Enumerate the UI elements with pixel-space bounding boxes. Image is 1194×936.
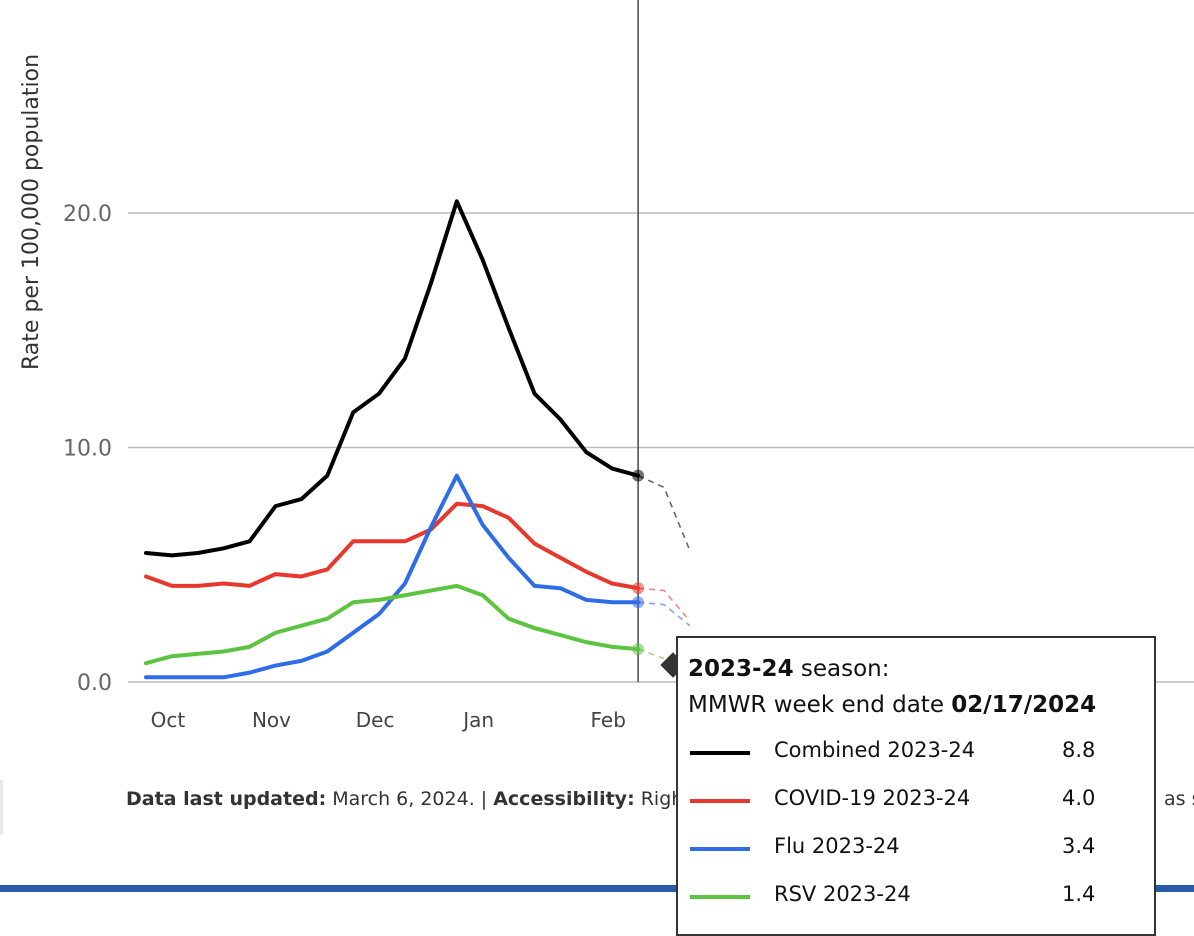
- footer-text: Data last updated: March 6, 2024. | Acce…: [126, 788, 683, 810]
- tooltip-subtitle: MMWR week end date 02/17/2024: [688, 692, 1096, 718]
- series-line: [144, 199, 641, 558]
- x-tick-label: Oct: [151, 708, 186, 732]
- tooltip-row: Flu 2023-24 3.4: [688, 834, 1148, 864]
- updated-label: Data last updated:: [126, 788, 327, 810]
- tooltip-series-name: Combined 2023-24: [774, 738, 976, 762]
- accessibility-label: Accessibility:: [493, 788, 635, 810]
- y-axis-label: Rate per 100,000 population: [19, 54, 44, 370]
- hover-point: [632, 469, 645, 482]
- series-line: [144, 501, 641, 591]
- series-projection: [638, 587, 691, 622]
- updated-value: March 6, 2024. |: [326, 788, 494, 810]
- hover-point: [632, 582, 645, 595]
- tooltip-series-value: 1.4: [1062, 882, 1096, 906]
- tooltip-row: RSV 2023-24 1.4: [688, 882, 1148, 912]
- accessibility-link[interactable]: Righ: [634, 788, 684, 810]
- legend-swatch: [690, 799, 750, 803]
- series-projection: [638, 601, 691, 627]
- tooltip-week-label: MMWR week end date: [688, 692, 952, 718]
- tooltip-row: Combined 2023-24 8.8: [688, 738, 1148, 768]
- tooltip-series-value: 8.8: [1062, 738, 1096, 762]
- x-tick-label: Jan: [461, 708, 494, 732]
- series-projection: [637, 474, 691, 551]
- tooltip-week-date: 02/17/2024: [951, 692, 1097, 718]
- x-tick-label: Nov: [252, 708, 291, 732]
- series-line: [144, 473, 641, 680]
- tooltip-title: 2023-24 season:: [688, 656, 890, 682]
- y-tick-label: 10.0: [63, 437, 112, 462]
- tooltip-series-value: 4.0: [1062, 786, 1096, 810]
- tooltip-season: 2023-24: [688, 656, 794, 682]
- legend-swatch: [690, 895, 750, 899]
- left-edge-divider: [0, 780, 3, 834]
- legend-swatch: [690, 847, 750, 851]
- tooltip-series-name: Flu 2023-24: [774, 834, 900, 858]
- y-tick-label: 0.0: [77, 671, 112, 696]
- legend-swatch: [690, 751, 750, 755]
- tooltip-row: COVID-19 2023-24 4.0: [688, 786, 1148, 816]
- x-tick-label: Feb: [590, 708, 625, 732]
- series-line: [144, 583, 641, 666]
- footer-accent-bar: [0, 885, 1194, 892]
- chart-tooltip: 2023-24 season: MMWR week end date 02/17…: [676, 636, 1156, 936]
- tooltip-season-suffix: season:: [793, 656, 890, 682]
- hover-point: [632, 643, 645, 656]
- y-tick-label: 20.0: [63, 202, 112, 227]
- hover-point: [632, 596, 645, 609]
- footer-tail-text: as s: [1164, 788, 1194, 810]
- tooltip-series-value: 3.4: [1062, 834, 1096, 858]
- tooltip-series-name: COVID-19 2023-24: [774, 786, 971, 810]
- x-tick-label: Dec: [356, 708, 395, 732]
- tooltip-series-name: RSV 2023-24: [774, 882, 911, 906]
